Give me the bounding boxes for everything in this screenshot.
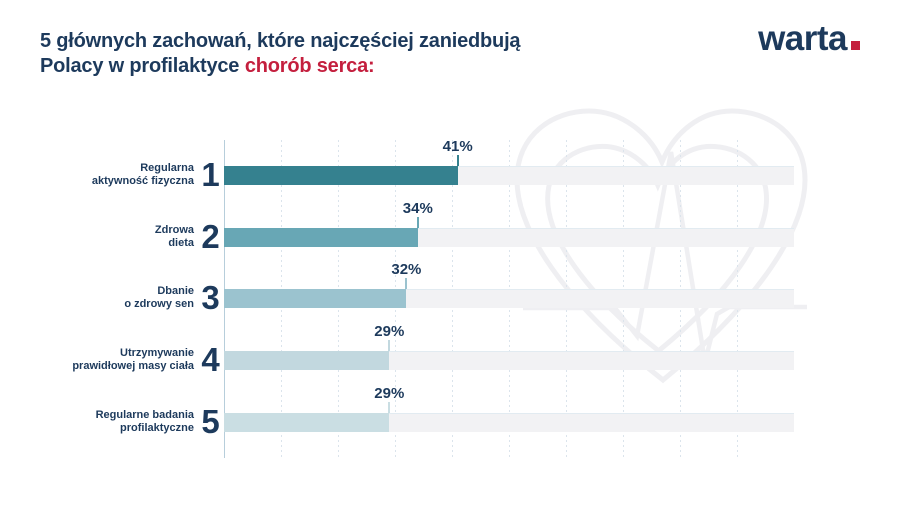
rank-number: 1 xyxy=(201,156,219,193)
category-label: Zdrowa dieta xyxy=(154,223,194,249)
value-tick xyxy=(416,216,419,228)
logo-dot xyxy=(851,41,860,50)
title-line-2-prefix: Polacy w profilaktyce xyxy=(40,55,240,77)
bar xyxy=(224,412,390,432)
category-label: Regularna aktywność fizyczna xyxy=(91,162,194,187)
value-label: 29% xyxy=(374,384,405,402)
logo-text: warta xyxy=(758,19,847,58)
value-tick xyxy=(405,278,408,290)
bar xyxy=(224,289,407,309)
warta-logo: warta xyxy=(758,19,860,58)
value-label: 32% xyxy=(391,261,422,279)
rank-number: 3 xyxy=(201,279,219,317)
value-label: 41% xyxy=(442,138,473,155)
bar xyxy=(224,351,390,371)
rank-number: 2 xyxy=(201,217,219,255)
value-label: 34% xyxy=(402,199,433,217)
category-label: Regularne badania profilaktyczne xyxy=(95,408,194,434)
rank-number: 5 xyxy=(201,402,219,440)
bar xyxy=(224,166,458,185)
page-title: 5 głównych zachowań, które najczęściej z… xyxy=(40,29,521,79)
value-tick xyxy=(456,155,459,166)
value-tick xyxy=(388,340,391,352)
title-line-2: Polacy w profilaktyce chorób serca: xyxy=(40,54,520,79)
rank-number: 4 xyxy=(201,341,219,379)
title-line-1: 5 głównych zachowań, które najczęściej z… xyxy=(40,30,521,52)
value-tick xyxy=(388,401,391,413)
value-label: 29% xyxy=(374,323,405,341)
bar xyxy=(224,227,418,247)
category-label: Utrzymywanie prawidłowej masy ciała xyxy=(72,347,194,373)
category-label: Dbanie o zdrowy sen xyxy=(124,285,194,311)
title-highlight: chorób serca: xyxy=(244,55,375,77)
